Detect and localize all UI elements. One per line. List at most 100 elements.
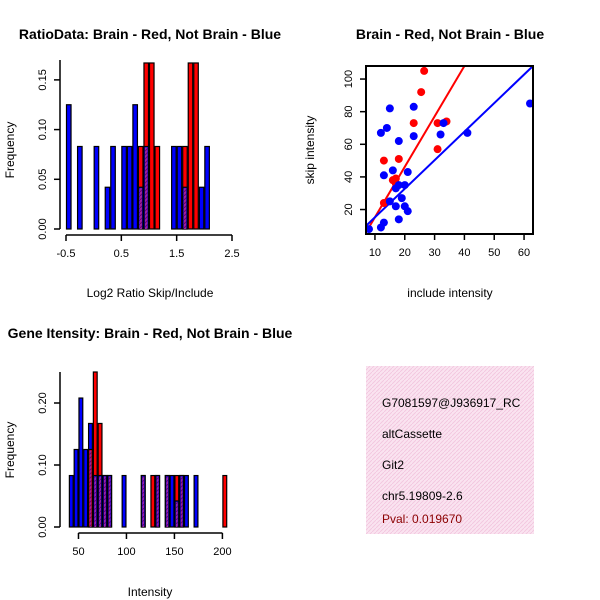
y-tick-label: 0.10 — [37, 119, 49, 140]
bar-overlap — [89, 450, 92, 527]
point-blue — [403, 207, 412, 216]
point-blue — [388, 166, 397, 175]
plot-frame — [365, 65, 534, 235]
y-tick-label: 0.05 — [37, 169, 49, 190]
bar-not-brain — [169, 474, 175, 528]
point-blue — [385, 104, 394, 113]
point-blue — [391, 202, 400, 211]
bar-overlap — [142, 476, 145, 527]
x-tick-label: 0.5 — [114, 248, 129, 260]
fit-line-red — [365, 65, 466, 233]
x-tick-label: 2.5 — [224, 248, 239, 260]
probe-id: G7081597@J936917_RC — [382, 396, 521, 410]
x-tick-label: 150 — [165, 546, 183, 558]
bar-not-brain — [83, 448, 89, 528]
intensity-histogram-bars — [68, 371, 228, 528]
intensity-histogram-axes: 50 100 150 200 0.00 0.10 0.20 — [37, 372, 232, 558]
x-tick-label: 100 — [117, 546, 135, 558]
bar-overlap — [103, 476, 106, 527]
bar-not-brain — [198, 186, 205, 230]
bar-brain — [193, 62, 199, 230]
bar-not-brain — [176, 145, 183, 230]
point-blue — [403, 168, 412, 177]
bar-brain — [222, 474, 228, 528]
chart-title: Gene Itensity: Brain - Red, Not Brain - … — [8, 325, 293, 341]
x-axis-label: Intensity — [128, 585, 173, 599]
bar-brain — [148, 62, 155, 230]
point-blue — [376, 128, 385, 137]
point-blue — [409, 132, 418, 141]
bar-not-brain — [104, 186, 111, 230]
bar-overlap — [108, 476, 111, 527]
y-tick-label: 0.20 — [37, 392, 49, 413]
y-tick-label: 20 — [343, 203, 355, 215]
x-tick-label: 200 — [213, 546, 231, 558]
x-tick-label: 60 — [518, 247, 530, 259]
y-axis-label: skip intensity — [303, 116, 317, 185]
y-tick-label: 0.15 — [37, 69, 49, 90]
bar-not-brain — [121, 474, 127, 528]
y-tick-label: 0.00 — [37, 516, 49, 537]
ratio-histogram-axes: -0.5 0.5 1.5 2.5 0.00 0.05 0.10 0.15 — [37, 60, 240, 260]
x-tick-label: 50 — [488, 247, 500, 259]
bar-not-brain — [68, 474, 74, 528]
bar-overlap — [144, 147, 148, 229]
scatter-axes: 10 20 30 40 50 60 20 40 60 80 100 — [343, 65, 534, 259]
y-tick-label: 100 — [343, 70, 355, 88]
bar-not-brain — [73, 448, 79, 528]
x-tick-label: 20 — [399, 247, 411, 259]
point-blue — [436, 130, 445, 139]
point-blue — [379, 171, 388, 180]
bar-not-brain — [183, 474, 189, 528]
point-blue — [400, 181, 409, 190]
y-axis-label: Frequency — [3, 422, 17, 479]
y-tick-label: 60 — [343, 138, 355, 150]
chart-title: Brain - Red, Not Brain - Blue — [356, 26, 544, 42]
y-tick-label: 80 — [343, 106, 355, 118]
point-blue — [391, 184, 400, 193]
point-blue — [394, 215, 403, 224]
fit-lines — [365, 65, 534, 233]
point-blue — [376, 223, 385, 232]
point-red — [394, 154, 403, 163]
bar-overlap — [94, 476, 97, 527]
bar-not-brain — [93, 145, 100, 230]
x-tick-label: 40 — [458, 247, 470, 259]
y-tick-label: 0.10 — [37, 454, 49, 475]
bar-overlap — [180, 476, 183, 527]
x-tick-label: 30 — [428, 247, 440, 259]
point-red — [433, 145, 442, 154]
x-axis-label: Log2 Ratio Skip/Include — [87, 286, 214, 300]
point-red — [379, 156, 388, 165]
point-blue — [463, 128, 472, 137]
bar-not-brain — [121, 145, 127, 230]
bar-overlap — [99, 476, 101, 527]
intensity-histogram-panel: Gene Itensity: Brain - Red, Not Brain - … — [3, 325, 293, 599]
bar-overlap — [166, 476, 169, 527]
chart-title: RatioData: Brain - Red, Not Brain - Blue — [19, 26, 281, 42]
bar-overlap — [139, 188, 142, 229]
bar-overlap — [175, 501, 178, 527]
x-axis-label: include intensity — [407, 286, 492, 300]
point-red — [417, 88, 426, 97]
bar-brain — [150, 474, 156, 528]
point-blue — [439, 119, 448, 128]
bar-not-brain — [78, 397, 84, 528]
point-blue — [385, 197, 394, 206]
x-tick-label: -0.5 — [57, 248, 76, 260]
info-box-background — [366, 366, 534, 534]
ratio-histogram-bars — [65, 62, 210, 230]
bar-brain — [154, 145, 161, 230]
point-blue — [397, 194, 406, 203]
location: chr5.19809-2.6 — [382, 489, 463, 503]
x-tick-label: 10 — [369, 247, 381, 259]
bar-not-brain — [126, 145, 133, 230]
bar-overlap — [156, 476, 159, 527]
point-blue — [382, 123, 391, 132]
point-red — [433, 119, 442, 128]
bar-not-brain — [204, 145, 210, 230]
bar-not-brain — [65, 104, 72, 230]
bar-not-brain — [171, 145, 177, 230]
bar-not-brain — [193, 474, 199, 528]
